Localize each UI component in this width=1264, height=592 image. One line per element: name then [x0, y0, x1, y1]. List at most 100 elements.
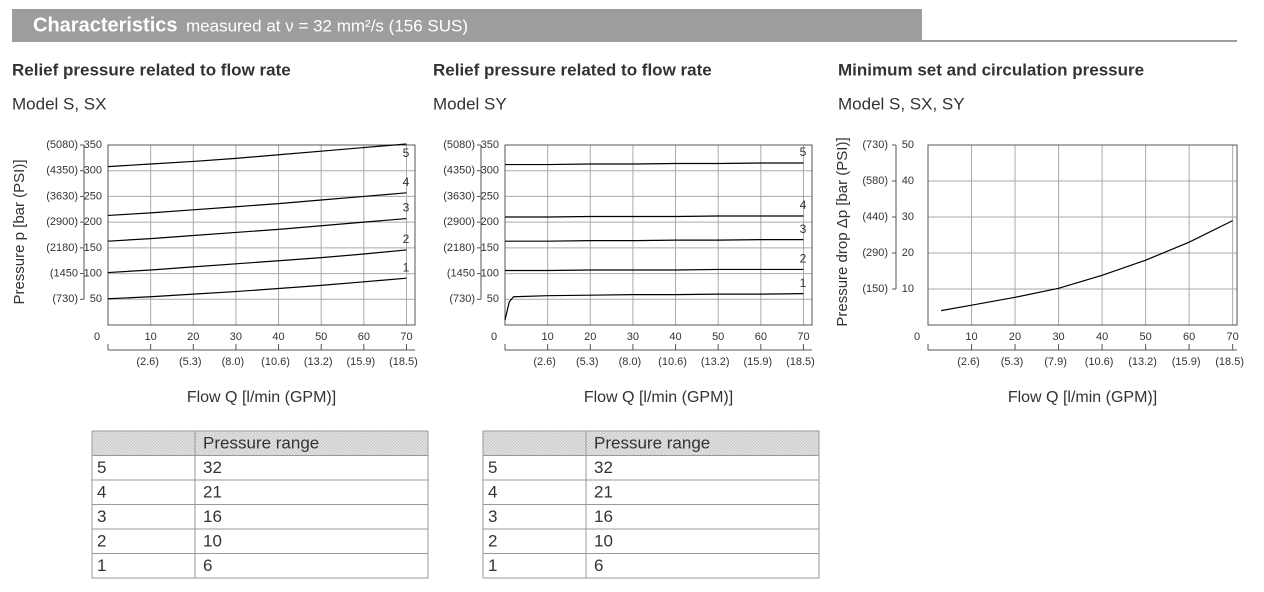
y-tick-psi: (730): [52, 293, 78, 305]
x-tick-label: 50: [1139, 331, 1151, 343]
y-tick-psi: (5080): [443, 139, 475, 151]
series-label: 5: [800, 145, 807, 159]
series-label: 3: [403, 201, 410, 215]
y-tick-label: 250: [481, 190, 499, 202]
x-tick-label: 40: [1096, 331, 1108, 343]
x-tick-gpm: (18.5): [1215, 356, 1244, 368]
y-tick-label: 50: [90, 293, 102, 305]
chart-subtitle: Model S, SX: [12, 94, 107, 113]
y-tick-psi: (1450: [50, 267, 78, 279]
table-cell: 6: [594, 556, 603, 575]
x-tick-label: 20: [584, 331, 596, 343]
y-tick-psi: (5080): [46, 139, 78, 151]
x-tick-gpm: (5.3): [179, 356, 202, 368]
plot-frame: [504, 144, 813, 326]
table-cell: 4: [488, 483, 497, 502]
x-tick-label: 20: [187, 331, 199, 343]
chart-title: Relief pressure related to flow rate: [433, 60, 712, 79]
x-tick-label: 10: [145, 331, 157, 343]
x-tick-gpm: (2.6): [957, 356, 980, 368]
x-tick-gpm: (13.2): [701, 356, 730, 368]
origin-label: 0: [94, 331, 100, 343]
y-tick-psi: (2900): [443, 216, 475, 228]
table-cell: 3: [488, 507, 497, 526]
y-axis-label: Pressure drop Δp [bar (PSI)]: [834, 137, 851, 326]
x-tick-gpm: (5.3): [1001, 356, 1024, 368]
y-tick-psi: (730): [449, 293, 475, 305]
series-line: [940, 220, 1233, 312]
x-tick-gpm: (10.6): [658, 356, 687, 368]
y-tick-label: 200: [481, 216, 499, 228]
y-tick-label: 150: [481, 242, 499, 254]
table-column-header: Pressure range: [203, 434, 319, 453]
x-axis-label: Flow Q [l/min (GPM)]: [584, 389, 733, 406]
chart-subtitle: Model SY: [433, 94, 507, 113]
table-header-bg: [92, 431, 428, 456]
y-tick-psi: (2180): [46, 242, 78, 254]
table-cell: 16: [203, 507, 222, 526]
y-tick-label: 200: [84, 216, 102, 228]
y-axis-label: Pressure p [bar (PSI)]: [11, 159, 28, 304]
series-label: 1: [800, 276, 807, 290]
y-tick-label: 300: [84, 165, 102, 177]
y-tick-label: 350: [481, 139, 499, 151]
series-label: 5: [403, 146, 410, 160]
series-line: [505, 268, 804, 272]
y-tick-psi: (290): [862, 247, 888, 259]
series-label: 4: [800, 198, 807, 212]
x-tick-gpm: (2.6): [136, 356, 159, 368]
y-tick-psi: (4350): [46, 165, 78, 177]
table-header-bg: [483, 431, 819, 456]
series-line: [107, 192, 407, 217]
table-cell: 10: [594, 532, 613, 551]
table-cell: 21: [594, 483, 613, 502]
x-tick-gpm: (7.9): [1044, 356, 1067, 368]
x-tick-gpm: (10.6): [1085, 356, 1114, 368]
y-tick-psi: (2180): [443, 242, 475, 254]
series-line: [504, 293, 804, 320]
series-label: 2: [800, 252, 807, 266]
plot-frame: [107, 144, 416, 326]
y-tick-label: 300: [481, 165, 499, 177]
series-line: [107, 217, 407, 242]
table-frame: [482, 430, 820, 579]
origin-label: 0: [491, 331, 497, 343]
series-line: [505, 215, 804, 218]
y-tick-psi: (1450: [447, 267, 475, 279]
x-tick-gpm: (8.0): [619, 356, 642, 368]
x-axis-label: Flow Q [l/min (GPM)]: [1008, 389, 1157, 406]
y-tick-label: 40: [902, 175, 914, 187]
x-tick-label: 70: [400, 331, 412, 343]
x-tick-gpm: (10.6): [261, 356, 290, 368]
series-line: [505, 239, 804, 242]
series-line: [107, 277, 407, 300]
table-cell: 2: [488, 532, 497, 551]
y-tick-label: 20: [902, 247, 914, 259]
x-tick-label: 10: [542, 331, 554, 343]
x-tick-label: 70: [797, 331, 809, 343]
table-cell: 5: [97, 458, 106, 477]
y-tick-psi: (150): [862, 283, 888, 295]
x-tick-label: 60: [1183, 331, 1195, 343]
table-cell: 4: [97, 483, 106, 502]
table-cell: 1: [97, 556, 106, 575]
x-tick-label: 70: [1227, 331, 1239, 343]
x-tick-label: 30: [230, 331, 242, 343]
y-tick-label: 250: [84, 190, 102, 202]
x-tick-label: 60: [755, 331, 767, 343]
x-tick-gpm: (5.3): [576, 356, 599, 368]
series-label: 4: [403, 175, 410, 189]
y-tick-label: 10: [902, 283, 914, 295]
table-cell: 3: [97, 507, 106, 526]
y-tick-psi: (440): [862, 211, 888, 223]
x-tick-label: 20: [1009, 331, 1021, 343]
y-tick-label: 100: [84, 267, 102, 279]
series-label: 2: [403, 232, 410, 246]
y-tick-label: 100: [481, 267, 499, 279]
x-tick-label: 40: [272, 331, 284, 343]
chart-subtitle: Model S, SX, SY: [838, 94, 965, 113]
x-tick-label: 30: [1052, 331, 1064, 343]
x-tick-gpm: (15.9): [346, 356, 375, 368]
x-tick-gpm: (2.6): [533, 356, 556, 368]
